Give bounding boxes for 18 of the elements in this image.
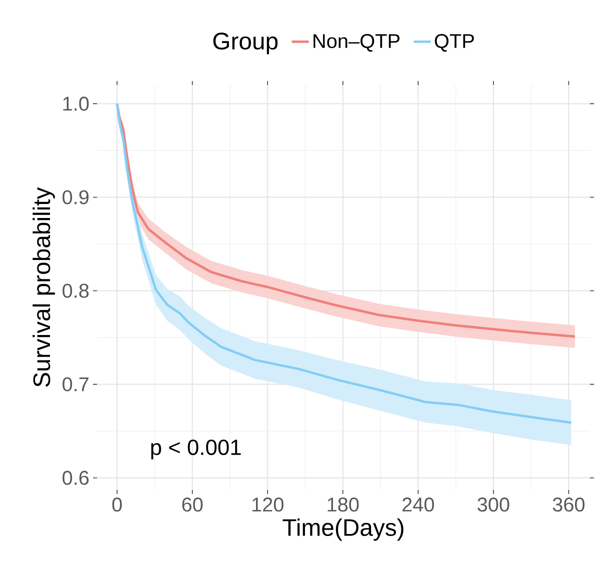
x-tick-label: 0 [112, 498, 122, 512]
y-axis-title: Survival probability [32, 187, 55, 387]
legend-title: Group [213, 32, 278, 54]
y-tick-label: 0.7 [62, 377, 88, 392]
x-tick-label: 360 [552, 498, 585, 512]
legend-label: QTP [434, 34, 474, 52]
y-tick-label: 0.9 [62, 190, 89, 204]
y-tick-label: 0.8 [62, 284, 89, 298]
legend-label: Non–QTP [314, 34, 400, 52]
x-tick-label: 180 [328, 498, 359, 512]
x-tick-label: 240 [402, 498, 434, 512]
y-tick-label: 1.0 [63, 96, 89, 111]
x-tick-label: 300 [478, 498, 510, 512]
y-tick-label: 0.6 [62, 470, 89, 485]
x-axis-title: Time(Days) [282, 518, 404, 541]
x-tick-label: 60 [182, 498, 203, 512]
annotation: p < 0.001 [151, 440, 241, 460]
x-tick-label: 120 [252, 498, 284, 512]
